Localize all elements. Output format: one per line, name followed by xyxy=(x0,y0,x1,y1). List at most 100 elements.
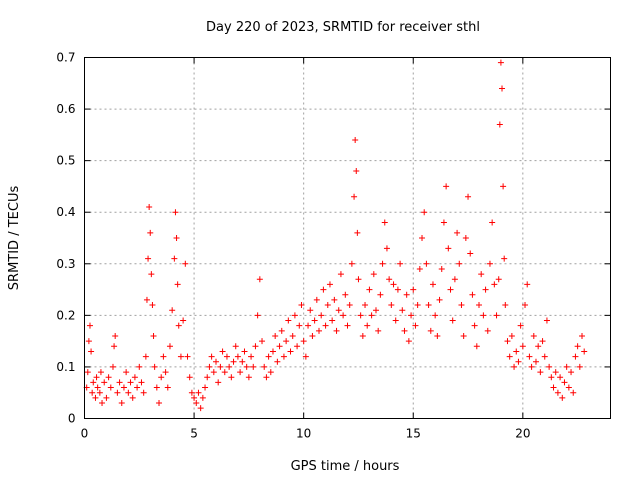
data-point xyxy=(171,255,178,262)
data-point xyxy=(443,183,450,190)
data-point xyxy=(436,296,443,303)
data-point xyxy=(354,229,361,236)
data-point xyxy=(291,312,298,319)
data-point xyxy=(84,369,91,376)
data-point xyxy=(528,363,535,370)
data-point xyxy=(261,363,268,370)
data-point xyxy=(535,343,542,350)
data-point xyxy=(300,338,307,345)
data-point xyxy=(322,322,329,329)
data-point xyxy=(532,358,539,365)
x-tick-label: 0 xyxy=(81,427,89,441)
data-point xyxy=(298,302,305,309)
data-point xyxy=(112,332,119,339)
data-point xyxy=(287,348,294,355)
data-point xyxy=(206,363,213,370)
data-point xyxy=(318,312,325,319)
data-point xyxy=(515,358,522,365)
data-point xyxy=(460,332,467,339)
y-tick-label: 0.2 xyxy=(56,308,75,322)
data-point xyxy=(174,281,181,288)
data-point xyxy=(149,302,156,309)
data-point xyxy=(421,209,428,216)
data-point xyxy=(151,363,158,370)
y-tick-label: 0 xyxy=(68,412,76,426)
data-point xyxy=(158,374,165,381)
data-point xyxy=(377,291,384,298)
data-point xyxy=(272,332,279,339)
data-point xyxy=(191,394,198,401)
data-point xyxy=(118,400,125,407)
data-point xyxy=(280,353,287,360)
data-point xyxy=(289,332,296,339)
data-point xyxy=(546,363,553,370)
data-point xyxy=(142,353,149,360)
data-point xyxy=(489,219,496,226)
data-point xyxy=(576,363,583,370)
data-point xyxy=(148,271,155,278)
data-point xyxy=(351,193,358,200)
data-point xyxy=(156,400,163,407)
data-point xyxy=(416,265,423,272)
data-point xyxy=(202,384,209,391)
data-point xyxy=(150,332,157,339)
data-point xyxy=(127,379,134,386)
data-point xyxy=(502,302,509,309)
x-axis-label: GPS time / hours xyxy=(291,459,400,474)
data-point xyxy=(221,369,228,376)
data-point xyxy=(471,322,478,329)
data-point xyxy=(419,235,426,241)
data-point xyxy=(153,384,160,391)
data-point xyxy=(230,358,237,365)
data-point xyxy=(188,389,195,396)
data-point xyxy=(491,281,498,288)
data-point xyxy=(427,327,434,334)
data-point xyxy=(160,353,167,360)
data-point xyxy=(579,332,586,339)
data-point xyxy=(320,286,327,293)
data-point xyxy=(456,260,463,267)
data-point xyxy=(423,260,430,267)
data-point xyxy=(386,276,393,283)
data-point xyxy=(326,281,333,288)
data-point xyxy=(522,302,529,309)
data-point xyxy=(307,307,314,314)
data-point xyxy=(103,394,110,401)
data-point xyxy=(397,260,404,267)
data-point xyxy=(182,260,189,267)
data-point xyxy=(352,137,359,144)
data-point xyxy=(101,379,108,386)
data-point xyxy=(223,353,230,360)
x-tick-label: 20 xyxy=(515,427,530,441)
data-point xyxy=(232,343,239,350)
data-point xyxy=(337,271,344,278)
data-point xyxy=(96,389,103,396)
data-point xyxy=(495,276,502,283)
data-point xyxy=(274,358,281,365)
data-point xyxy=(366,286,373,293)
data-point xyxy=(269,348,276,355)
chart-title: Day 220 of 2023, SRMTID for receiver sth… xyxy=(206,20,480,35)
data-point xyxy=(499,85,506,92)
data-point xyxy=(243,363,250,370)
data-point xyxy=(265,353,272,360)
data-point xyxy=(563,363,570,370)
data-point xyxy=(109,363,116,370)
data-point xyxy=(147,229,154,236)
data-point xyxy=(581,348,588,355)
data-point xyxy=(120,384,127,391)
data-point xyxy=(552,369,559,376)
data-point xyxy=(92,394,99,401)
data-point xyxy=(484,327,491,334)
y-tick-label: 0.1 xyxy=(56,360,75,374)
data-point xyxy=(381,219,388,226)
data-point xyxy=(228,374,235,381)
x-tick-label: 5 xyxy=(190,427,198,441)
data-point xyxy=(234,353,241,360)
data-point xyxy=(399,307,406,314)
data-point xyxy=(383,245,390,252)
data-point xyxy=(574,343,581,350)
data-point xyxy=(513,348,520,355)
y-tick-label: 0.4 xyxy=(56,205,75,219)
